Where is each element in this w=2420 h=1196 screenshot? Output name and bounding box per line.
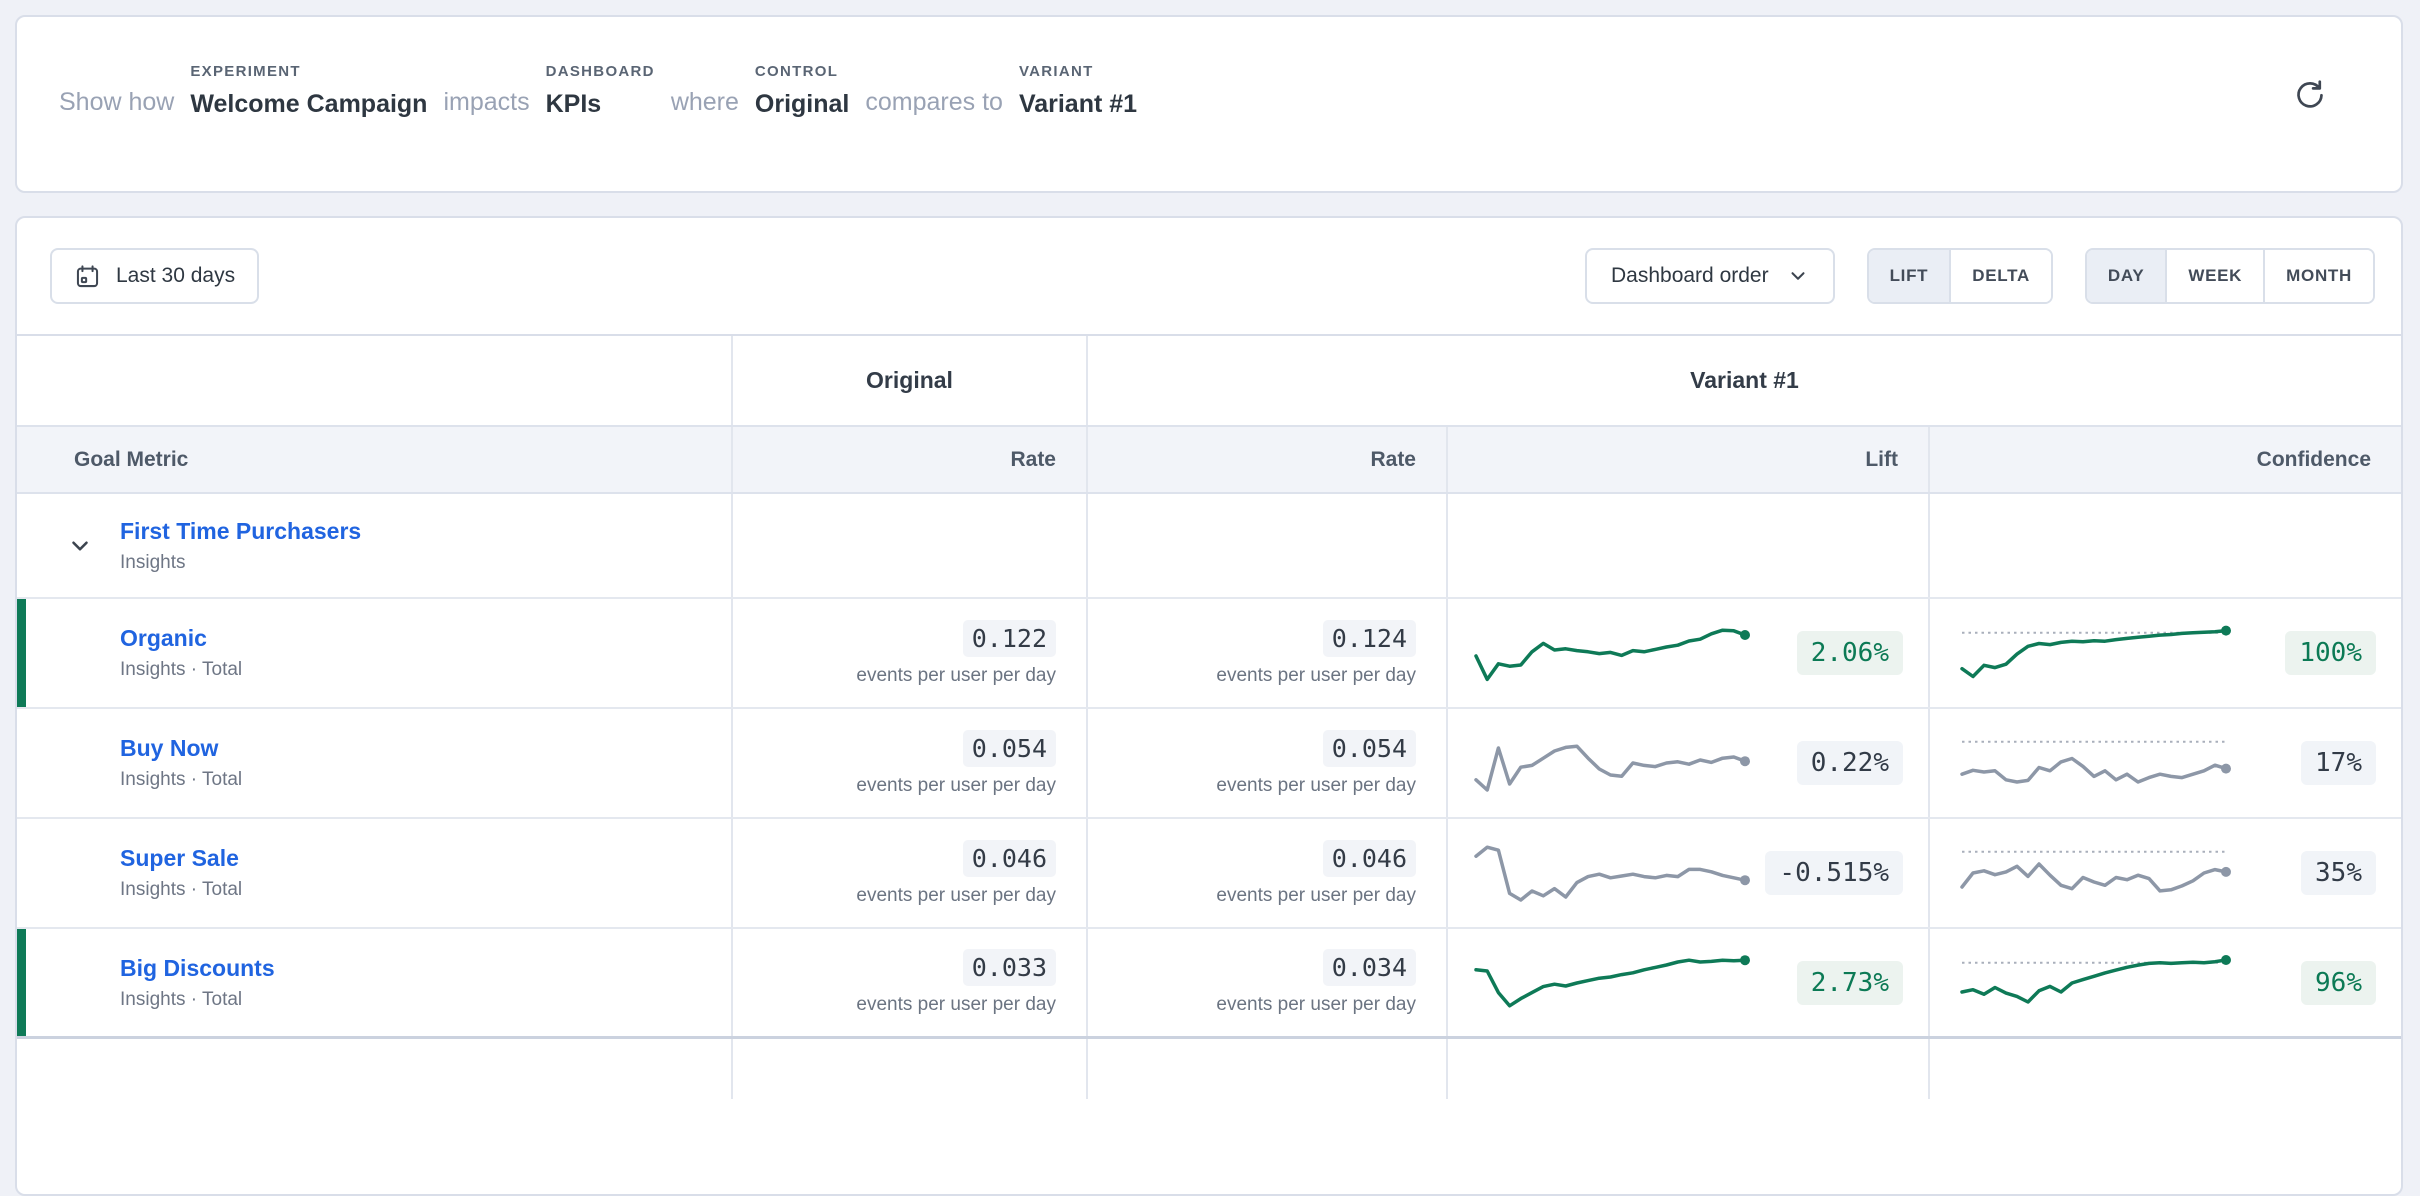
lift-value: 2.73% [1796, 960, 1903, 1005]
sort-order-label: Dashboard order [1611, 264, 1769, 287]
control-rate-value: 0.033 [962, 949, 1056, 986]
collapse-chevron-icon[interactable] [67, 533, 93, 559]
confidence-sparkline [1954, 837, 2234, 909]
experiment-label: EXPERIMENT [190, 63, 301, 80]
control-group-title: Original [866, 367, 953, 393]
calendar-icon [76, 264, 99, 287]
rate-unit: events per user per day [1216, 774, 1416, 796]
positive-row-indicator [17, 599, 26, 707]
confidence-value: 96% [2301, 960, 2376, 1005]
results-toolbar: Last 30 days Dashboard order LIFT DELTA … [17, 218, 2401, 334]
control-selector: CONTROL Original [755, 63, 849, 119]
confidence-sparkline [1954, 727, 2234, 799]
experiment-results-card: Last 30 days Dashboard order LIFT DELTA … [15, 216, 2403, 1196]
metric-link[interactable]: Big Discounts [120, 954, 275, 981]
control-rate-value: 0.122 [962, 619, 1056, 657]
toggle-option-delta[interactable]: DELTA [1949, 250, 2051, 302]
lift-value: 0.22% [1796, 741, 1903, 785]
rate-unit: events per user per day [856, 994, 1056, 1015]
variant-rate-value: 0.054 [1322, 729, 1416, 767]
confidence-value: 17% [2301, 741, 2376, 785]
metrics-table: Original Variant #1 Goal Metric Rate Rat… [17, 334, 2401, 1099]
column-header-goal-metric: Goal Metric [17, 427, 733, 492]
lift-value: 2.06% [1796, 631, 1903, 675]
metric-row-buy-now: Buy Now Insights · Total 0.054 events pe… [17, 709, 2401, 819]
control-value[interactable]: Original [754, 90, 850, 118]
variant-label: VARIANT [1018, 63, 1094, 80]
toggle-option-day[interactable]: DAY [2086, 250, 2166, 302]
variant-selector: VARIANT Variant #1 [1019, 63, 1137, 119]
metric-row-big-discounts: Big Discounts Insights · Total 0.033 eve… [17, 929, 2401, 1039]
rate-unit: events per user per day [856, 774, 1056, 796]
experiment-value[interactable]: Welcome Campaign [190, 90, 428, 118]
query-word-impacts: impacts [443, 88, 530, 116]
rate-unit: events per user per day [1216, 884, 1416, 906]
variant-group-header-row: Original Variant #1 [17, 336, 2401, 427]
metric-source: Insights · Total [120, 659, 243, 680]
control-rate-value: 0.054 [962, 729, 1056, 767]
query-builder-card: Show how EXPERIMENT Welcome Campaign imp… [15, 15, 2403, 193]
column-header-variant-rate: Rate [1088, 427, 1448, 492]
metric-row-organic: Organic Insights · Total 0.122 events pe… [17, 599, 2401, 709]
dashboard-value[interactable]: KPIs [545, 90, 602, 118]
positive-row-indicator [17, 929, 26, 1036]
lift-sparkline [1468, 835, 1753, 911]
parent-metric-source: Insights [120, 551, 186, 573]
confidence-sparkline [1954, 947, 2234, 1019]
metric-link[interactable]: Buy Now [120, 735, 219, 761]
sort-order-dropdown[interactable]: Dashboard order [1585, 248, 1835, 304]
column-header-row: Goal Metric Rate Rate Lift Confidence [17, 427, 2401, 494]
lift-sparkline [1468, 945, 1753, 1021]
confidence-value: 35% [2301, 851, 2376, 895]
experiment-selector: EXPERIMENT Welcome Campaign [190, 63, 427, 119]
date-range-label: Last 30 days [116, 264, 236, 287]
toolbar-right-group: Dashboard order LIFT DELTA DAY WEEK MONT… [1585, 248, 2375, 304]
dashboard-label: DASHBOARD [545, 63, 655, 80]
column-header-confidence: Confidence [2256, 447, 2371, 471]
variant-value[interactable]: Variant #1 [1018, 90, 1138, 118]
refresh-icon [2297, 80, 2323, 108]
metric-source: Insights · Total [120, 769, 243, 790]
query-word-where: where [670, 88, 739, 116]
control-rate-value: 0.046 [962, 839, 1056, 877]
lift-sparkline [1468, 615, 1753, 691]
metric-link[interactable]: Organic [120, 625, 207, 651]
variant-rate-value: 0.124 [1322, 619, 1416, 657]
chevron-down-icon [1791, 272, 1805, 280]
query-word-compares-to: compares to [865, 88, 1003, 116]
parent-metric-row: First Time Purchasers Insights [17, 494, 2401, 599]
refresh-button[interactable] [2289, 74, 2331, 116]
dashboard-selector: DASHBOARD KPIs [546, 63, 655, 119]
rate-unit: events per user per day [1216, 994, 1416, 1015]
confidence-sparkline [1954, 617, 2234, 689]
query-sentence: Show how EXPERIMENT Welcome Campaign imp… [17, 17, 2401, 119]
variant-rate-value: 0.034 [1322, 949, 1416, 986]
column-header-lift: Lift [1448, 427, 1930, 492]
rate-unit: events per user per day [856, 664, 1056, 686]
toggle-option-lift[interactable]: LIFT [1868, 250, 1950, 302]
confidence-value: 100% [2285, 631, 2376, 675]
lift-sparkline [1468, 725, 1753, 801]
metric-link[interactable]: Super Sale [120, 845, 239, 871]
metric-source: Insights · Total [120, 879, 243, 900]
query-word-show-how: Show how [59, 88, 175, 116]
column-header-control-rate: Rate [733, 427, 1088, 492]
toggle-option-month[interactable]: MONTH [2263, 250, 2373, 302]
metric-source: Insights · Total [120, 988, 243, 1010]
variant-rate-value: 0.046 [1322, 839, 1416, 877]
toggle-option-week[interactable]: WEEK [2165, 250, 2264, 302]
metric-row-super-sale: Super Sale Insights · Total 0.046 events… [17, 819, 2401, 929]
rate-unit: events per user per day [856, 884, 1056, 906]
parent-metric-link[interactable]: First Time Purchasers [120, 517, 362, 544]
date-range-button[interactable]: Last 30 days [50, 248, 260, 304]
lift-value: -0.515% [1765, 851, 1903, 895]
lift-delta-toggle: LIFT DELTA [1866, 248, 2053, 304]
control-label: CONTROL [754, 63, 839, 80]
partial-next-row [17, 1039, 2401, 1099]
rate-unit: events per user per day [1216, 664, 1416, 686]
granularity-toggle: DAY WEEK MONTH [2084, 248, 2375, 304]
variant-group-title: Variant #1 [1690, 367, 1799, 393]
